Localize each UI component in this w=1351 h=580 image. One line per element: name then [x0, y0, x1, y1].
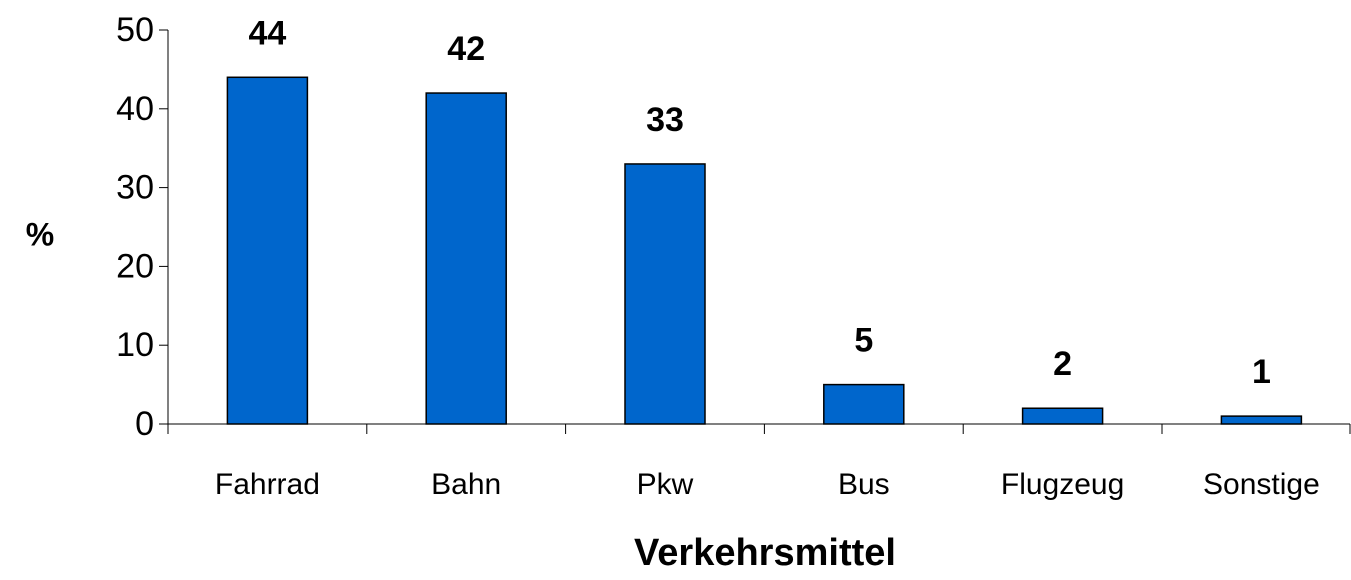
y-tick-label: 30 [116, 169, 154, 207]
value-label: 2 [1053, 345, 1072, 383]
bar [624, 163, 706, 425]
x-tick-label: Pkw [637, 468, 694, 501]
value-label: 1 [1252, 353, 1271, 391]
bar [226, 76, 309, 425]
bar [823, 383, 905, 425]
x-axis-label: Verkehrsmittel [634, 532, 896, 574]
y-tick-label: 40 [116, 90, 154, 128]
y-tick-label: 20 [116, 247, 154, 285]
y-tick-label: 10 [116, 326, 154, 364]
bar [425, 92, 507, 425]
bar [1220, 415, 1303, 425]
x-tick-label: Flugzeug [1001, 468, 1124, 501]
y-tick-label: 0 [135, 405, 154, 443]
x-tick-label: Fahrrad [215, 468, 320, 501]
value-label: 42 [447, 30, 485, 68]
y-axis-label: % [26, 216, 54, 252]
x-tick-label: Bus [838, 468, 890, 501]
value-label: 44 [248, 14, 286, 52]
bar [1021, 407, 1104, 425]
value-label: 5 [854, 322, 873, 360]
value-label: 33 [646, 101, 684, 139]
x-tick-label: Bahn [431, 468, 501, 501]
x-tick-label: Sonstige [1203, 468, 1320, 501]
y-tick-label: 50 [116, 11, 154, 49]
